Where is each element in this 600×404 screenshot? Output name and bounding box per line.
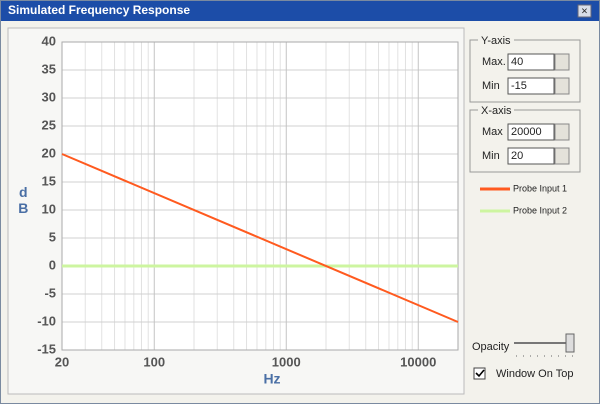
text-input[interactable]: [507, 147, 555, 165]
legend-label: Probe Input 1: [513, 183, 567, 193]
x-tick-label: 10000: [400, 354, 436, 369]
field-label: Min: [482, 150, 500, 162]
title-bar: [1, 1, 599, 21]
x-axis-group: [469, 109, 581, 173]
input-value[interactable]: 20: [511, 150, 523, 162]
y-tick-label: 30: [42, 89, 56, 104]
y-tick-label: 0: [49, 257, 56, 272]
x-axis-label: Hz: [263, 371, 280, 387]
opacity-label: Opacity: [472, 341, 510, 353]
field-label: Min: [482, 80, 500, 92]
spinner[interactable]: [554, 147, 570, 165]
checkbox[interactable]: [473, 367, 486, 380]
y-tick-label: -10: [37, 313, 56, 328]
spinner[interactable]: [554, 123, 570, 141]
group-label: X-axis: [481, 105, 512, 117]
y-tick-label: 40: [42, 33, 56, 48]
x-tick-label: 20: [55, 354, 69, 369]
checkmark[interactable]: [475, 369, 485, 378]
input-value[interactable]: 20000: [511, 126, 542, 138]
input-value[interactable]: 40: [511, 56, 523, 68]
text-input[interactable]: [507, 77, 555, 95]
text-input[interactable]: [507, 123, 555, 141]
y-tick-label: 35: [42, 61, 56, 76]
plot-area: [62, 42, 458, 350]
group-label-bg: [478, 34, 514, 46]
field-label: Max: [482, 126, 503, 138]
x-tick-label: 100: [143, 354, 165, 369]
group-label: Y-axis: [481, 35, 511, 47]
y-tick-label: 5: [49, 229, 56, 244]
plot-border: [61, 41, 459, 351]
close-icon[interactable]: ×: [581, 5, 587, 17]
y-tick-label: 20: [42, 145, 56, 160]
y-tick-label: 10: [42, 201, 56, 216]
series-line: [61, 153, 459, 323]
checkbox-label[interactable]: Window On Top: [496, 368, 573, 380]
spinner[interactable]: [554, 77, 570, 95]
group-label-bg: [478, 104, 514, 116]
slider-thumb[interactable]: [565, 333, 575, 353]
y-tick-label: -15: [37, 341, 56, 356]
y-axis-label: dB: [15, 184, 31, 216]
close-button[interactable]: [577, 4, 592, 18]
window-title: Simulated Frequency Response: [8, 3, 190, 17]
text-input[interactable]: [507, 53, 555, 71]
legend-label: Probe Input 2: [513, 205, 567, 215]
spinner[interactable]: [554, 53, 570, 71]
y-tick-label: -5: [44, 285, 56, 300]
x-tick-label: 1000: [272, 354, 301, 369]
y-tick-label: 25: [42, 117, 56, 132]
input-value[interactable]: -15: [511, 80, 527, 92]
y-tick-label: 15: [42, 173, 56, 188]
y-axis-group: [469, 39, 581, 103]
field-label: Max.: [482, 56, 506, 68]
